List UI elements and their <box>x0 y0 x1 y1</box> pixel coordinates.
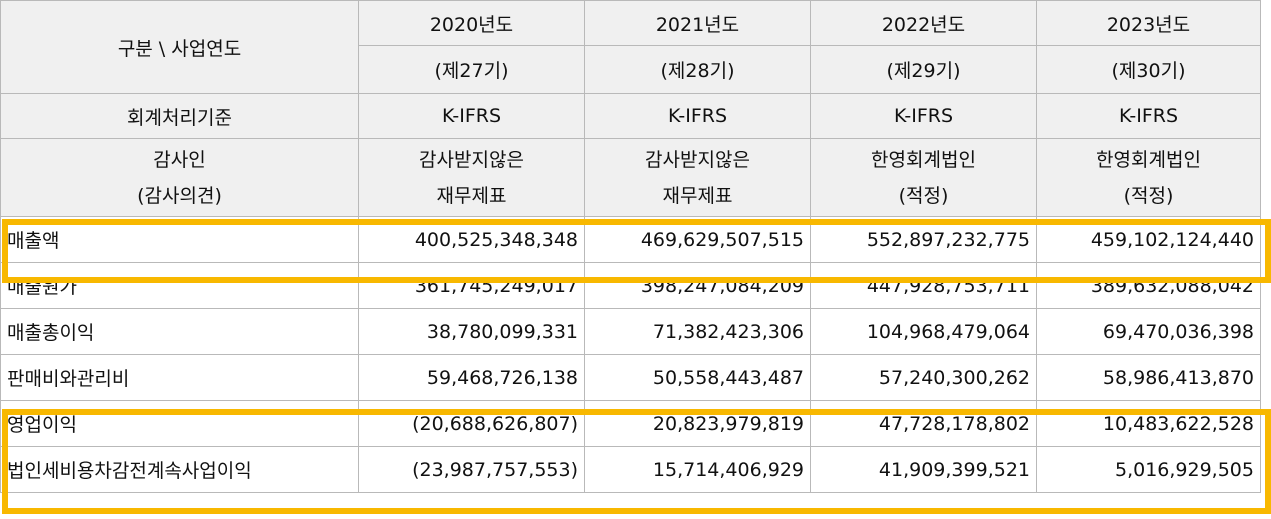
period-header: (제27기) <box>358 45 585 94</box>
auditor-line2: (적정) <box>898 184 949 207</box>
value-cell: 58,986,413,870 <box>1036 354 1261 401</box>
table-row-gross-profit: 매출총이익 38,780,099,331 71,382,423,306 104,… <box>0 308 1261 355</box>
auditor-cell: 감사받지않은 재무제표 <box>358 138 585 217</box>
value-cell: (20,688,626,807) <box>358 400 585 447</box>
auditor-label-line2: (감사의견) <box>137 184 222 207</box>
value-cell: 38,780,099,331 <box>358 308 585 355</box>
value-cell: 447,928,753,711 <box>810 262 1037 309</box>
corner-header: 구분 \ 사업연도 <box>0 0 359 94</box>
value-cell: (23,987,757,553) <box>358 446 585 493</box>
auditor-line1: 한영회계법인 <box>1096 148 1201 171</box>
period-header: (제28기) <box>584 45 811 94</box>
auditor-line2: (적정) <box>1123 184 1174 207</box>
year-header: 2021년도 <box>584 0 811 46</box>
header-row-standard: 회계처리기준 K-IFRS K-IFRS K-IFRS K-IFRS <box>0 93 1261 139</box>
standard-value: K-IFRS <box>584 93 811 139</box>
value-cell: 71,382,423,306 <box>584 308 811 355</box>
row-label: 매출액 <box>0 216 359 263</box>
row-label: 영업이익 <box>0 400 359 447</box>
value-cell: 50,558,443,487 <box>584 354 811 401</box>
value-cell: 400,525,348,348 <box>358 216 585 263</box>
auditor-line2: 재무제표 <box>436 184 507 207</box>
table-row-operating-income: 영업이익 (20,688,626,807) 20,823,979,819 47,… <box>0 400 1261 447</box>
value-cell: 398,247,084,209 <box>584 262 811 309</box>
value-cell: 459,102,124,440 <box>1036 216 1261 263</box>
year-header: 2020년도 <box>358 0 585 46</box>
table-row-sga: 판매비와관리비 59,468,726,138 50,558,443,487 57… <box>0 354 1261 401</box>
row-label: 판매비와관리비 <box>0 354 359 401</box>
auditor-cell: 감사받지않은 재무제표 <box>584 138 811 217</box>
value-cell: 5,016,929,505 <box>1036 446 1261 493</box>
table-row-cost-of-sales: 매출원가 361,745,249,017 398,247,084,209 447… <box>0 262 1261 309</box>
row-label: 법인세비용차감전계속사업이익 <box>0 446 359 493</box>
value-cell: 59,468,726,138 <box>358 354 585 401</box>
value-cell: 104,968,479,064 <box>810 308 1037 355</box>
auditor-cell: 한영회계법인 (적정) <box>1036 138 1261 217</box>
value-cell: 57,240,300,262 <box>810 354 1037 401</box>
auditor-line2: 재무제표 <box>662 184 733 207</box>
auditor-label-line1: 감사인 <box>153 148 206 171</box>
standard-value: K-IFRS <box>358 93 585 139</box>
auditor-line1: 감사받지않은 <box>645 148 750 171</box>
standard-value: K-IFRS <box>1036 93 1261 139</box>
period-header: (제29기) <box>810 45 1037 94</box>
header-row-period: (제27기) (제28기) (제29기) (제30기) <box>1 45 1261 94</box>
value-cell: 20,823,979,819 <box>584 400 811 447</box>
period-header: (제30기) <box>1036 45 1261 94</box>
table-row-pretax-income: 법인세비용차감전계속사업이익 (23,987,757,553) 15,714,4… <box>0 446 1261 493</box>
auditor-line1: 감사받지않은 <box>419 148 524 171</box>
row-label: 매출원가 <box>0 262 359 309</box>
row-label: 매출총이익 <box>0 308 359 355</box>
value-cell: 552,897,232,775 <box>810 216 1037 263</box>
table-row-revenue: 매출액 400,525,348,348 469,629,507,515 552,… <box>0 216 1261 263</box>
value-cell: 10,483,622,528 <box>1036 400 1261 447</box>
header-row-year: 구분 \ 사업연도 2020년도 2021년도 2022년도 2023년도 <box>0 0 1261 94</box>
year-header: 2023년도 <box>1036 0 1261 46</box>
auditor-cell: 한영회계법인 (적정) <box>810 138 1037 217</box>
value-cell: 69,470,036,398 <box>1036 308 1261 355</box>
standard-value: K-IFRS <box>810 93 1037 139</box>
year-header: 2022년도 <box>810 0 1037 46</box>
standard-label: 회계처리기준 <box>0 93 359 139</box>
auditor-line1: 한영회계법인 <box>871 148 976 171</box>
value-cell: 361,745,249,017 <box>358 262 585 309</box>
value-cell: 469,629,507,515 <box>584 216 811 263</box>
financial-summary-table: 구분 \ 사업연도 2020년도 2021년도 2022년도 2023년도 (제… <box>0 0 1261 493</box>
value-cell: 47,728,178,802 <box>810 400 1037 447</box>
auditor-label: 감사인 (감사의견) <box>0 138 359 217</box>
value-cell: 41,909,399,521 <box>810 446 1037 493</box>
header-row-auditor: 감사인 (감사의견) 감사받지않은 재무제표 감사받지않은 재무제표 한영회계법… <box>0 138 1261 217</box>
value-cell: 15,714,406,929 <box>584 446 811 493</box>
value-cell: 389,632,088,042 <box>1036 262 1261 309</box>
